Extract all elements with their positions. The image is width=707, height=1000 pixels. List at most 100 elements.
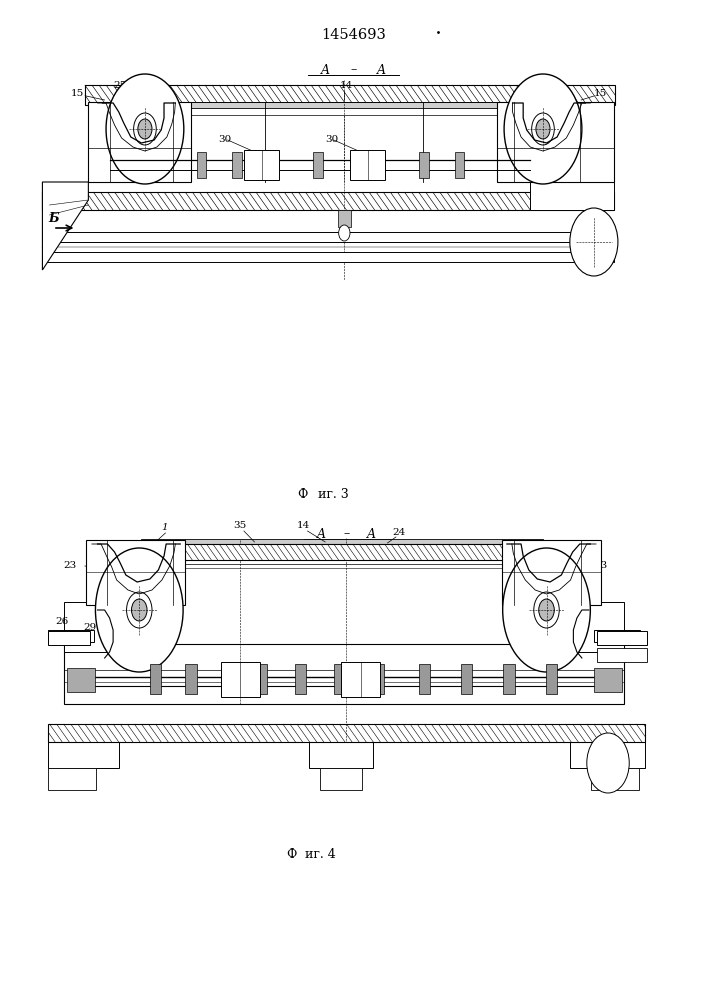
Bar xyxy=(455,152,464,178)
Text: 27: 27 xyxy=(609,633,623,642)
Bar xyxy=(189,108,497,115)
Text: 1: 1 xyxy=(161,523,168,532)
Bar xyxy=(570,742,645,768)
Bar xyxy=(185,664,197,694)
Circle shape xyxy=(536,119,550,139)
Text: 14: 14 xyxy=(297,521,310,530)
Text: A: A xyxy=(367,528,375,540)
Bar xyxy=(309,742,373,768)
Bar xyxy=(64,602,127,652)
Bar xyxy=(48,630,94,642)
Bar xyxy=(594,630,640,642)
Bar xyxy=(221,662,260,697)
Text: 30: 30 xyxy=(218,135,231,144)
Bar xyxy=(42,232,614,242)
Text: 23: 23 xyxy=(64,561,77,570)
Bar xyxy=(295,664,306,694)
Bar xyxy=(591,768,639,790)
Text: 29: 29 xyxy=(83,623,97,632)
Bar xyxy=(88,102,191,182)
Bar xyxy=(197,152,206,178)
Bar xyxy=(320,768,362,790)
Bar xyxy=(48,631,90,645)
Circle shape xyxy=(138,119,152,139)
Bar xyxy=(48,724,645,742)
Polygon shape xyxy=(42,182,88,270)
Bar xyxy=(546,664,557,694)
Bar xyxy=(560,602,624,652)
Text: 26: 26 xyxy=(571,617,585,626)
Bar xyxy=(338,210,351,227)
Bar xyxy=(48,724,645,742)
Text: A: A xyxy=(321,64,329,77)
Bar xyxy=(42,192,614,210)
Bar xyxy=(502,540,601,605)
Bar xyxy=(419,152,429,178)
Text: Б: Б xyxy=(48,212,59,225)
Text: 24: 24 xyxy=(392,528,406,537)
Text: иг. 3: иг. 3 xyxy=(318,488,349,501)
Bar xyxy=(313,152,323,178)
Bar xyxy=(64,644,624,704)
Bar xyxy=(232,152,242,178)
Text: Ф: Ф xyxy=(286,848,297,861)
Bar xyxy=(67,668,95,692)
Bar xyxy=(141,539,543,544)
Bar xyxy=(341,662,380,697)
Text: –: – xyxy=(351,64,356,77)
Circle shape xyxy=(106,74,184,184)
Circle shape xyxy=(127,592,152,628)
Text: иг. 4: иг. 4 xyxy=(305,848,336,861)
Circle shape xyxy=(95,548,183,672)
Circle shape xyxy=(532,113,554,145)
Circle shape xyxy=(504,74,582,184)
Circle shape xyxy=(134,113,156,145)
Bar xyxy=(141,544,543,560)
Bar xyxy=(48,742,119,768)
Bar xyxy=(256,664,267,694)
Text: 26: 26 xyxy=(55,617,69,626)
Bar xyxy=(42,252,614,262)
Bar xyxy=(189,102,497,108)
Bar xyxy=(141,544,543,560)
Bar xyxy=(350,150,385,180)
Bar xyxy=(461,664,472,694)
Bar xyxy=(503,664,515,694)
Bar xyxy=(594,668,622,692)
Text: 25: 25 xyxy=(529,81,542,90)
Bar xyxy=(366,152,376,178)
Text: A: A xyxy=(317,528,326,540)
Text: A: A xyxy=(378,64,386,77)
Bar xyxy=(597,631,647,645)
Text: 28: 28 xyxy=(609,649,623,658)
Bar xyxy=(150,664,161,694)
Circle shape xyxy=(587,733,629,793)
Text: 15: 15 xyxy=(71,89,84,98)
Text: 14: 14 xyxy=(339,81,353,90)
Bar xyxy=(334,664,345,694)
Bar xyxy=(141,560,543,564)
Bar xyxy=(85,85,615,105)
Bar xyxy=(141,564,543,568)
Bar xyxy=(530,182,614,210)
Bar xyxy=(497,102,614,182)
Bar xyxy=(244,150,279,180)
Text: 30: 30 xyxy=(325,135,339,144)
Bar xyxy=(85,85,615,105)
Circle shape xyxy=(539,599,554,621)
Text: Ф: Ф xyxy=(297,488,308,501)
Text: –: – xyxy=(344,528,349,540)
Circle shape xyxy=(503,548,590,672)
Bar xyxy=(419,664,430,694)
Circle shape xyxy=(534,592,559,628)
Text: 1454693: 1454693 xyxy=(321,28,386,42)
Circle shape xyxy=(132,599,147,621)
Bar xyxy=(48,768,96,790)
Circle shape xyxy=(570,208,618,276)
Text: 23: 23 xyxy=(594,561,607,570)
Text: 25: 25 xyxy=(113,81,127,90)
Bar xyxy=(86,540,185,605)
Circle shape xyxy=(339,225,350,241)
Bar xyxy=(597,648,647,662)
Bar xyxy=(373,664,384,694)
